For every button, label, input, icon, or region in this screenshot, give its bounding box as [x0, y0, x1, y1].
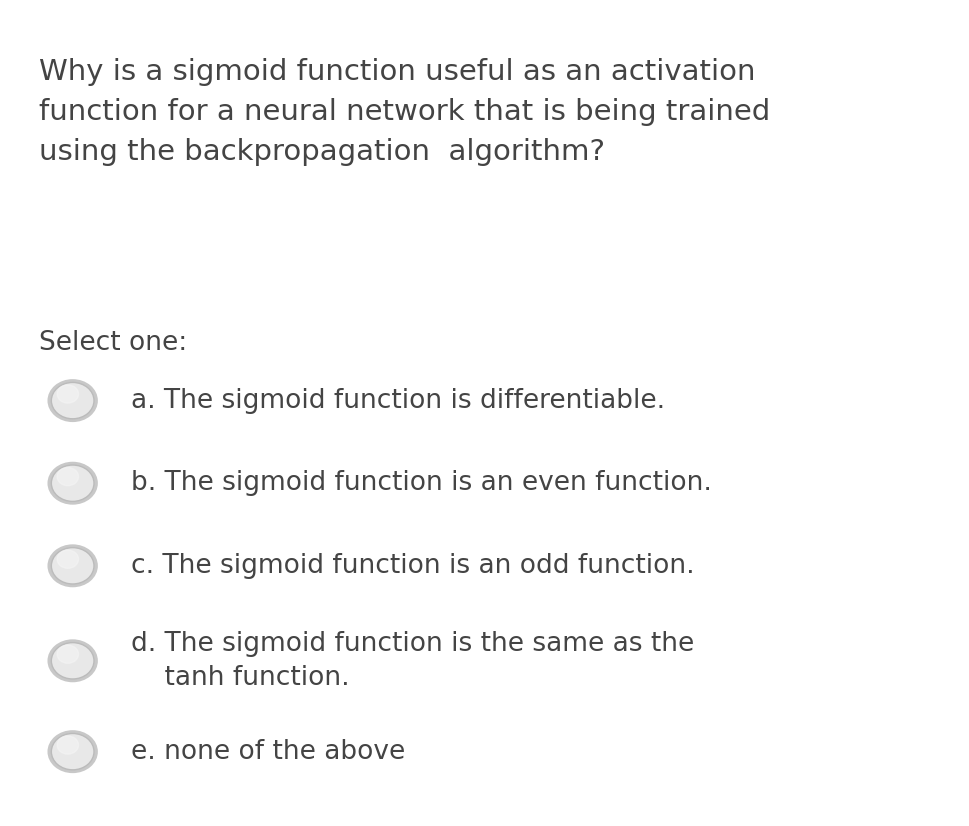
Text: Select one:: Select one: — [39, 330, 187, 356]
Circle shape — [57, 645, 78, 663]
Circle shape — [57, 550, 78, 568]
Text: d. The sigmoid function is the same as the
    tanh function.: d. The sigmoid function is the same as t… — [131, 631, 694, 691]
Circle shape — [51, 382, 94, 419]
Circle shape — [47, 379, 98, 422]
Circle shape — [57, 385, 78, 403]
Text: e. none of the above: e. none of the above — [131, 738, 405, 765]
Text: b. The sigmoid function is an even function.: b. The sigmoid function is an even funct… — [131, 470, 711, 496]
Circle shape — [51, 733, 94, 770]
Circle shape — [57, 468, 78, 486]
Circle shape — [47, 544, 98, 587]
Text: c. The sigmoid function is an odd function.: c. The sigmoid function is an odd functi… — [131, 553, 695, 579]
Text: a. The sigmoid function is differentiable.: a. The sigmoid function is differentiabl… — [131, 387, 665, 414]
Text: Why is a sigmoid function useful as an activation
function for a neural network : Why is a sigmoid function useful as an a… — [39, 58, 770, 166]
Circle shape — [47, 639, 98, 682]
Circle shape — [51, 643, 94, 679]
Circle shape — [51, 465, 94, 501]
Circle shape — [57, 736, 78, 754]
Circle shape — [51, 548, 94, 584]
Circle shape — [47, 730, 98, 773]
Circle shape — [47, 462, 98, 505]
